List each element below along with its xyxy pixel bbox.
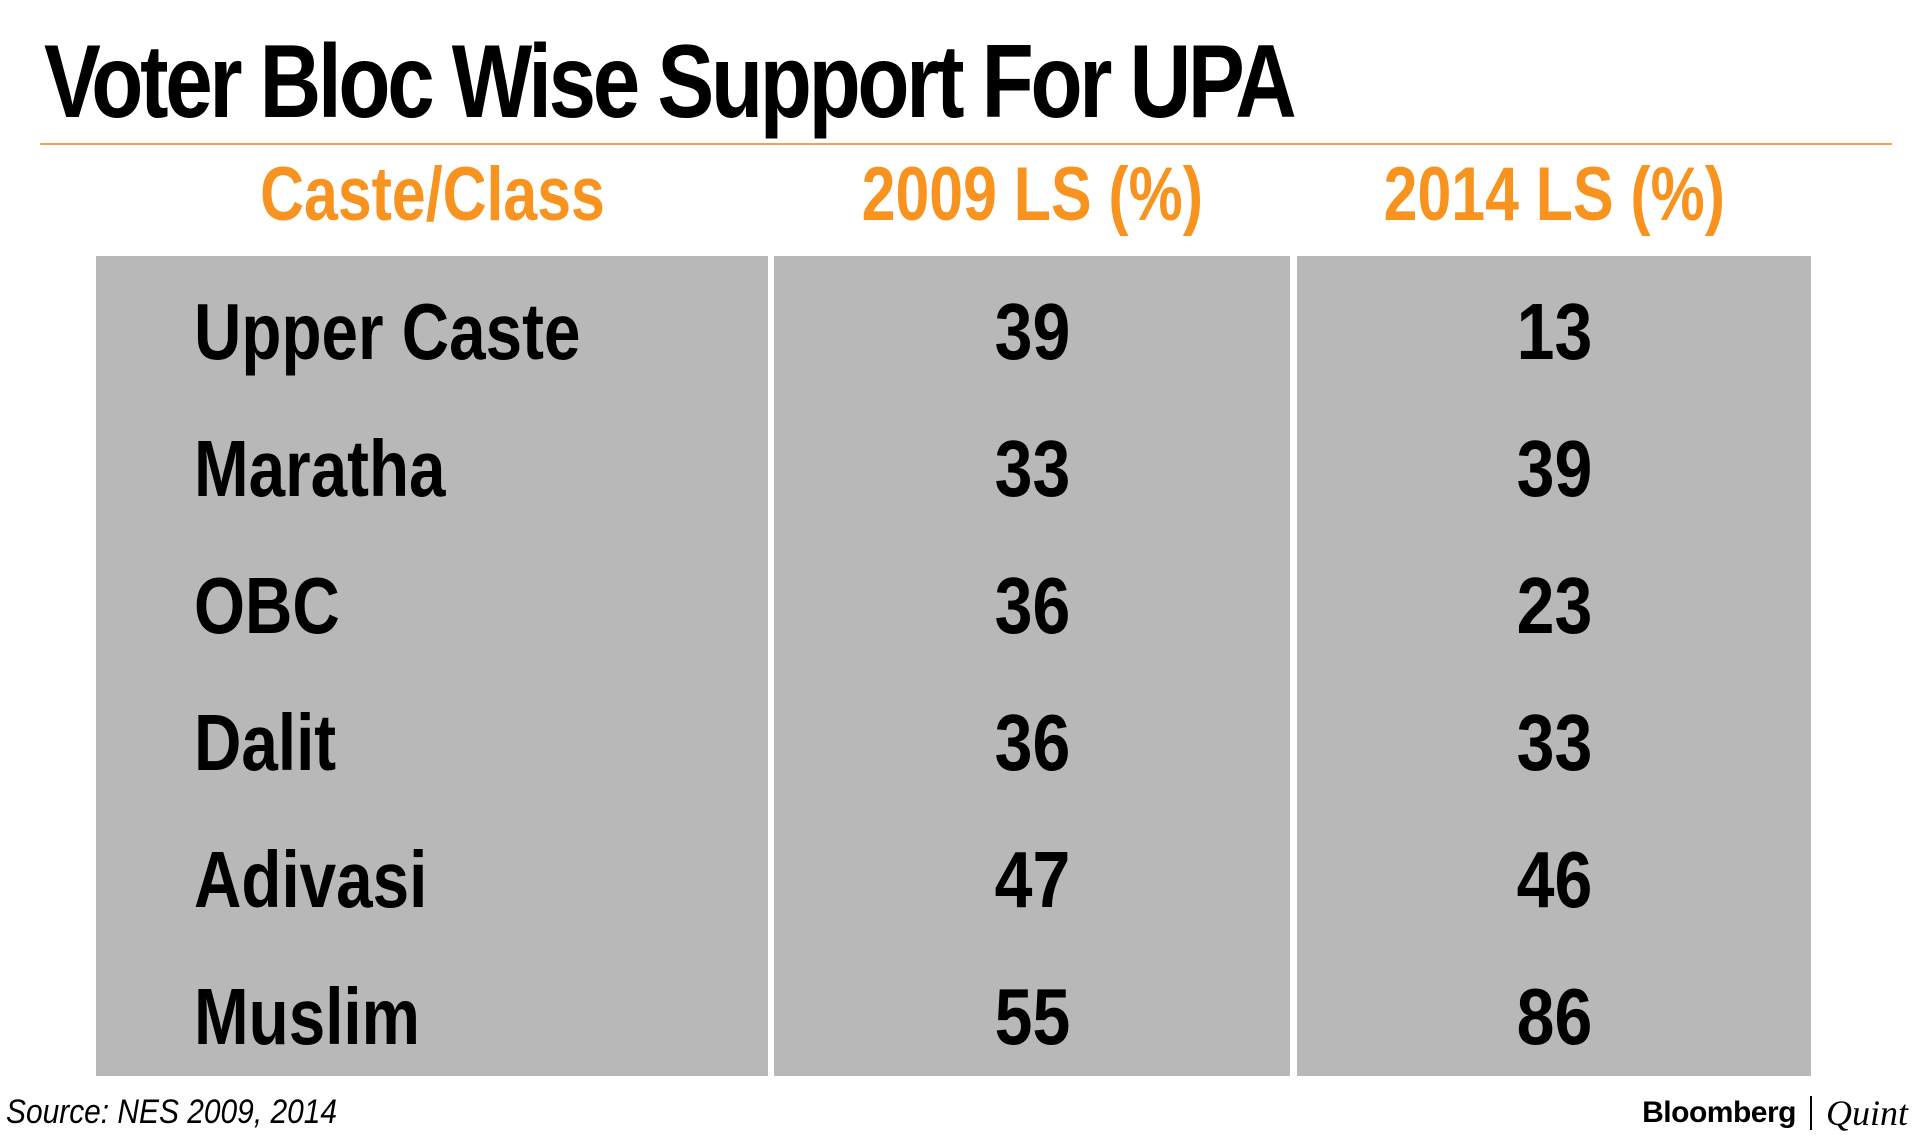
value-cell-1: 46 <box>1297 830 1811 930</box>
value-text: 36 <box>994 561 1070 650</box>
value-cell-0: 39 <box>774 282 1290 382</box>
column-panel-0 <box>96 256 768 1076</box>
source-text: Source: NES 2009, 2014 <box>6 1093 338 1131</box>
column-header-text: 2009 LS (%) <box>861 152 1203 237</box>
column-panel-2 <box>1297 256 1811 1076</box>
value-text: 86 <box>1516 972 1592 1061</box>
value-cell-0: 47 <box>774 830 1290 930</box>
value-cell-1: 13 <box>1297 282 1811 382</box>
row-label-text: Muslim <box>194 972 420 1061</box>
column-header-1: 2009 LS (%) <box>774 155 1290 235</box>
value-cell-0: 36 <box>774 693 1290 793</box>
row-label: OBC <box>194 556 372 656</box>
row-label-text: Maratha <box>194 424 446 513</box>
value-cell-1: 33 <box>1297 693 1811 793</box>
value-text: 47 <box>994 835 1070 924</box>
source-note: Source: NES 2009, 2014 <box>6 1092 382 1132</box>
value-text: 46 <box>1516 835 1592 924</box>
column-panel-1 <box>774 256 1290 1076</box>
row-label-text: Upper Caste <box>194 287 581 376</box>
chart-title: Voter Bloc Wise Support For UPA <box>44 24 1297 140</box>
column-header-2: 2014 LS (%) <box>1297 155 1811 235</box>
row-label: Dalit <box>194 693 367 793</box>
brand-logo: Bloomberg Quint <box>1642 1092 1908 1134</box>
value-text: 33 <box>994 424 1070 513</box>
logo-brand: Bloomberg <box>1642 1096 1796 1129</box>
logo-divider <box>1809 1096 1812 1130</box>
value-cell-1: 23 <box>1297 556 1811 656</box>
column-header-0: Caste/Class <box>96 155 768 235</box>
value-text: 39 <box>994 287 1070 376</box>
column-header-text: 2014 LS (%) <box>1383 152 1725 237</box>
value-cell-0: 33 <box>774 419 1290 519</box>
row-label-text: OBC <box>194 561 340 650</box>
value-text: 13 <box>1516 287 1592 376</box>
value-text: 33 <box>1516 698 1592 787</box>
row-label: Muslim <box>194 967 470 1067</box>
row-label: Adivasi <box>194 830 479 930</box>
value-cell-1: 39 <box>1297 419 1811 519</box>
value-cell-0: 36 <box>774 556 1290 656</box>
value-cell-1: 86 <box>1297 967 1811 1067</box>
row-label: Upper Caste <box>194 282 665 382</box>
title-divider <box>40 143 1892 145</box>
value-text: 36 <box>994 698 1070 787</box>
row-label-text: Adivasi <box>194 835 428 924</box>
logo-sub: Quint <box>1825 1093 1908 1133</box>
row-label: Maratha <box>194 419 501 519</box>
value-cell-0: 55 <box>774 967 1290 1067</box>
value-text: 39 <box>1516 424 1592 513</box>
column-header-text: Caste/Class <box>259 152 605 237</box>
value-text: 55 <box>994 972 1070 1061</box>
row-label-text: Dalit <box>194 698 337 787</box>
value-text: 23 <box>1516 561 1592 650</box>
